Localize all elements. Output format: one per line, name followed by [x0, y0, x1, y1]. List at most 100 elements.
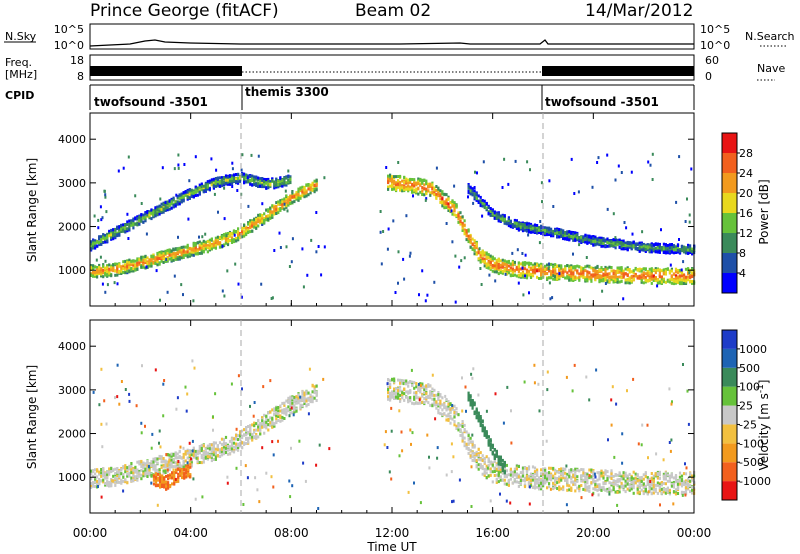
- echo-cell: [130, 462, 133, 465]
- scatter-cell: [578, 243, 581, 247]
- echo-cell: [568, 235, 571, 239]
- echo-cell: [544, 231, 547, 235]
- echo-cell: [239, 434, 242, 438]
- scatter-cell: [387, 227, 390, 231]
- scatter-cell: [524, 253, 527, 257]
- echo-cell: [122, 466, 125, 470]
- echo-cell: [568, 273, 571, 277]
- echo-cell: [200, 456, 203, 460]
- echo-cell: [309, 188, 312, 192]
- echo-cell: [517, 273, 520, 277]
- echo-cell: [220, 235, 224, 239]
- echo-cell: [656, 280, 659, 283]
- echo-cell: [156, 457, 159, 461]
- echo-cell: [122, 475, 125, 479]
- echo-cell: [166, 257, 169, 261]
- echo-cell: [505, 272, 508, 276]
- echo-cell: [206, 444, 209, 448]
- echo-cell: [150, 217, 153, 221]
- echo-cell: [642, 245, 645, 248]
- echo-cell: [588, 238, 591, 242]
- echo-cell: [618, 238, 621, 242]
- echo-cell: [196, 193, 199, 197]
- echo-cell: [429, 191, 432, 195]
- freq-unit: [MHz]: [5, 68, 37, 81]
- echo-cell: [467, 240, 470, 244]
- echo-cell: [691, 275, 694, 278]
- echo-cell: [267, 183, 270, 187]
- echo-cell: [148, 258, 151, 262]
- echo-cell: [533, 262, 537, 266]
- scatter-cell: [247, 204, 250, 208]
- scatter-cell: [541, 200, 543, 204]
- echo-cell: [313, 179, 316, 183]
- echo-cell: [130, 476, 133, 480]
- echo-cell: [612, 243, 615, 247]
- scatter-cell: [548, 179, 551, 183]
- echo-cell: [283, 411, 286, 415]
- echo-cell: [658, 275, 661, 279]
- echo-cell: [538, 269, 541, 273]
- echo-cell: [190, 453, 193, 457]
- echo-cell: [666, 278, 669, 282]
- echo-cell: [497, 214, 500, 218]
- echo-cell: [224, 182, 228, 185]
- echo-cell: [499, 269, 502, 273]
- echo-cell: [515, 274, 518, 278]
- echo-cell: [640, 280, 643, 284]
- echo-cell: [148, 472, 151, 475]
- echo-cell: [261, 223, 264, 226]
- echo-cell: [431, 183, 434, 187]
- echo-cell: [616, 280, 619, 284]
- echo-cell: [479, 199, 482, 203]
- date-title: 14/Mar/2012: [585, 1, 693, 21]
- echo-cell: [237, 238, 240, 242]
- echo-cell: [305, 397, 308, 401]
- echo-cell: [606, 266, 609, 270]
- echo-cell: [548, 230, 551, 234]
- echo-cell: [670, 269, 673, 273]
- echo-cell: [224, 241, 228, 245]
- echo-cell: [419, 190, 422, 194]
- echo-cell: [172, 458, 175, 462]
- echo-cell: [618, 275, 621, 279]
- echo-cell: [614, 272, 617, 276]
- echo-cell: [461, 226, 464, 230]
- echo-cell: [255, 436, 258, 440]
- echo-cell: [592, 236, 595, 240]
- echo-cell: [210, 447, 213, 451]
- echo-cell: [212, 448, 215, 452]
- echo-cell: [654, 276, 657, 280]
- echo-cell: [393, 179, 396, 183]
- echo-cell: [652, 248, 655, 252]
- echo-cell: [230, 449, 234, 453]
- echo-cell: [523, 228, 527, 232]
- echo-cell: [588, 271, 591, 275]
- echo-cell: [130, 479, 133, 483]
- echo-cell: [128, 464, 131, 468]
- echo-cell: [527, 224, 531, 228]
- echo-cell: [251, 436, 254, 440]
- power-ylabel: Slant Range [km]: [25, 158, 39, 262]
- echo-cell: [241, 429, 244, 433]
- echo-cell: [303, 398, 306, 402]
- echo-cell: [156, 257, 159, 261]
- echo-cell: [391, 180, 394, 184]
- nsky-panel: N.Sky 10^5 10^0 10^5 10^0 N.Search: [4, 23, 795, 52]
- echo-cell: [291, 404, 294, 408]
- echo-cell: [307, 391, 310, 395]
- echo-cell: [584, 233, 587, 237]
- echo-cell: [124, 465, 127, 469]
- echo-cell: [527, 222, 531, 226]
- echo-cell: [214, 177, 217, 180]
- echo-cell: [188, 191, 191, 194]
- scatter-cell: [527, 233, 530, 237]
- echo-cell: [421, 178, 424, 182]
- echo-cell: [106, 479, 109, 483]
- freq-tick-high: 18: [70, 54, 84, 67]
- echo-cell: [114, 228, 117, 232]
- echo-cell: [489, 207, 492, 210]
- scatter-cell: [127, 237, 130, 240]
- echo-cell: [666, 244, 669, 247]
- echo-cell: [578, 236, 581, 239]
